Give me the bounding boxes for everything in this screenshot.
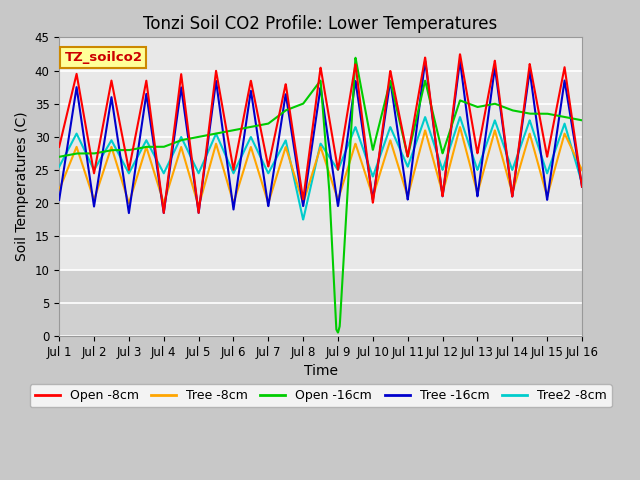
Open -16cm xyxy=(115,147,123,153)
Line: Open -8cm: Open -8cm xyxy=(59,54,582,213)
Tree -8cm xyxy=(146,156,154,161)
Tree -8cm xyxy=(456,124,464,130)
Title: Tonzi Soil CO2 Profile: Lower Temperatures: Tonzi Soil CO2 Profile: Lower Temperatur… xyxy=(143,15,498,33)
Tree -16cm xyxy=(578,184,586,190)
Tree -16cm xyxy=(55,197,63,203)
Tree -8cm xyxy=(568,146,576,152)
Tree -8cm xyxy=(512,179,520,184)
Tree2 -8cm xyxy=(115,151,123,157)
Line: Tree -8cm: Tree -8cm xyxy=(59,127,582,206)
Tree -16cm xyxy=(456,58,464,64)
Y-axis label: Soil Temperatures (C): Soil Temperatures (C) xyxy=(15,112,29,262)
Tree -16cm xyxy=(568,123,576,129)
Legend: Open -8cm, Tree -8cm, Open -16cm, Tree -16cm, Tree2 -8cm: Open -8cm, Tree -8cm, Open -16cm, Tree -… xyxy=(29,384,612,407)
Tree2 -8cm xyxy=(278,144,286,150)
X-axis label: Time: Time xyxy=(303,364,337,378)
Tree2 -8cm xyxy=(456,114,464,120)
Open -16cm xyxy=(568,116,576,121)
Text: TZ_soilco2: TZ_soilco2 xyxy=(65,51,142,64)
Tree -8cm xyxy=(578,167,586,173)
Tree -8cm xyxy=(195,204,202,209)
Open -8cm xyxy=(456,51,464,57)
Open -8cm xyxy=(568,116,576,121)
Tree -8cm xyxy=(115,168,123,173)
Tree2 -8cm xyxy=(568,146,576,152)
Open -16cm xyxy=(512,108,520,114)
Open -8cm xyxy=(578,184,586,190)
Line: Open -16cm: Open -16cm xyxy=(59,58,582,333)
Tree2 -8cm xyxy=(146,144,154,150)
Open -8cm xyxy=(512,168,520,173)
Open -8cm xyxy=(160,210,168,216)
Tree -16cm xyxy=(256,147,264,153)
Tree2 -8cm xyxy=(512,157,520,163)
Open -8cm xyxy=(115,115,123,121)
Tree2 -8cm xyxy=(55,164,63,169)
Open -8cm xyxy=(278,96,286,102)
Bar xyxy=(59,270,582,336)
Open -16cm xyxy=(256,122,264,128)
Tree2 -8cm xyxy=(300,216,307,222)
Tree -16cm xyxy=(115,143,123,149)
Open -8cm xyxy=(146,104,154,110)
Open -16cm xyxy=(352,55,360,60)
Tree -8cm xyxy=(55,187,63,193)
Tree -8cm xyxy=(256,173,264,179)
Tree2 -8cm xyxy=(256,153,264,158)
Open -16cm xyxy=(146,144,154,150)
Open -16cm xyxy=(334,330,342,336)
Line: Tree2 -8cm: Tree2 -8cm xyxy=(59,117,582,219)
Tree2 -8cm xyxy=(578,180,586,186)
Open -16cm xyxy=(278,110,286,116)
Open -16cm xyxy=(578,118,586,123)
Open -8cm xyxy=(256,122,264,128)
Tree -16cm xyxy=(278,112,286,118)
Tree -16cm xyxy=(125,210,132,216)
Tree -16cm xyxy=(512,168,520,174)
Open -8cm xyxy=(55,144,63,150)
Tree -8cm xyxy=(278,155,286,160)
Open -16cm xyxy=(55,154,63,160)
Tree -16cm xyxy=(146,116,154,122)
Line: Tree -16cm: Tree -16cm xyxy=(59,61,582,213)
